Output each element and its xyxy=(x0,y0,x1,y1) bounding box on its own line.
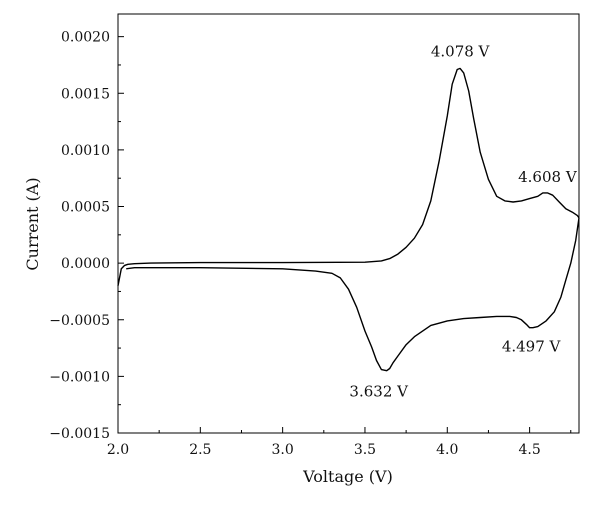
x-tick-label: 3.5 xyxy=(354,442,376,458)
y-tick-label: −0.0010 xyxy=(49,369,110,385)
x-tick-label: 4.0 xyxy=(436,442,458,458)
cv-curves xyxy=(117,67,580,372)
anodic-scan-line xyxy=(117,67,580,286)
x-tick-label: 4.5 xyxy=(518,442,540,458)
cathodic-scan-line xyxy=(126,217,580,372)
peak-annotations: 4.078 V 4.608 V 4.497 V 3.632 V xyxy=(349,42,577,400)
x-tick-label: 2.5 xyxy=(189,442,211,458)
y-tick-label: 0.0015 xyxy=(61,86,110,102)
x-axis-title: Voltage (V) xyxy=(302,467,393,486)
peak-label: 4.497 V xyxy=(502,338,562,356)
y-tick-label: −0.0015 xyxy=(49,426,110,442)
y-tick-label: 0.0005 xyxy=(61,200,110,216)
y-tick-label: −0.0005 xyxy=(49,313,110,329)
plot-frame xyxy=(117,13,580,434)
peak-label: 4.608 V xyxy=(518,168,578,186)
x-tick-label: 3.0 xyxy=(272,442,294,458)
x-tick-label: 2.0 xyxy=(107,442,129,458)
y-tick-label: 0.0020 xyxy=(61,30,110,46)
y-tick-label: 0.0010 xyxy=(61,143,110,159)
x-axis-ticks: 2.0 2.5 3.0 3.5 4.0 4.5 xyxy=(107,427,572,458)
y-axis-ticks: −0.0015 −0.0010 −0.0005 0.0000 0.0005 0.0010 0… xyxy=(49,30,124,442)
y-tick-label: 0.0000 xyxy=(61,256,110,272)
y-axis-title: Current (A) xyxy=(23,177,42,270)
peak-label: 3.632 V xyxy=(349,383,409,401)
peak-label: 4.078 V xyxy=(431,42,491,60)
